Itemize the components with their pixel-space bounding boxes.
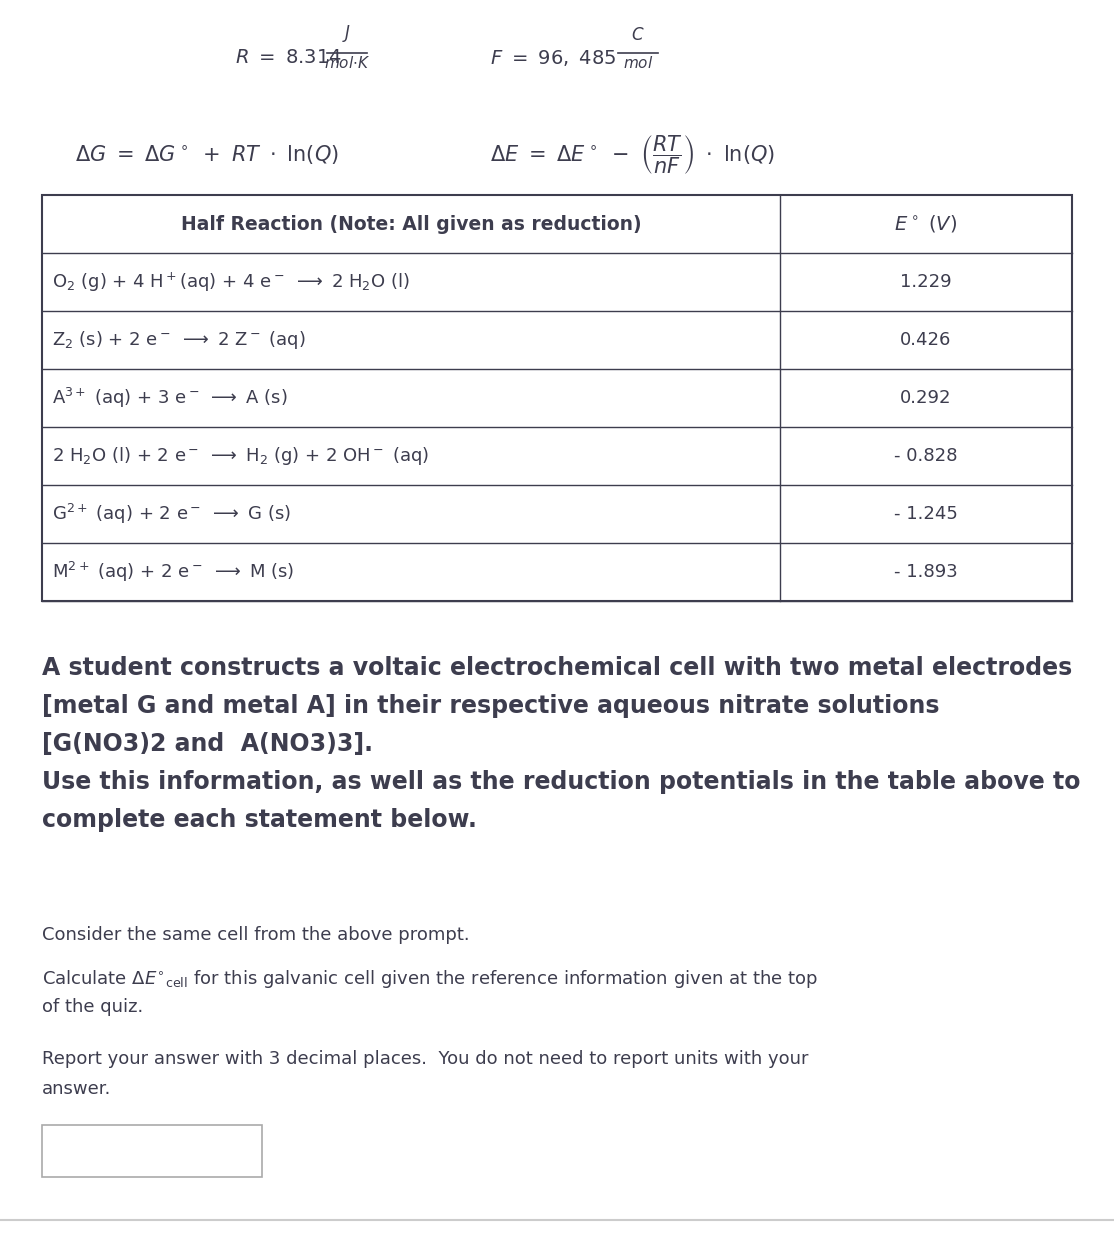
Text: G$^{2+}$ (aq) + 2 e$^-$ $\longrightarrow$ G (s): G$^{2+}$ (aq) + 2 e$^-$ $\longrightarrow… bbox=[52, 502, 291, 527]
Text: - 1.245: - 1.245 bbox=[895, 505, 958, 523]
Text: $mol{\cdot}K$: $mol{\cdot}K$ bbox=[324, 55, 370, 71]
Text: Report your answer with 3 decimal places.  You do not need to report units with : Report your answer with 3 decimal places… bbox=[42, 1049, 809, 1068]
Text: Calculate $\Delta E^{\circ}{}_{\mathregular{cell}}$ for this galvanic cell given: Calculate $\Delta E^{\circ}{}_{\mathregu… bbox=[42, 968, 818, 990]
Text: 0.292: 0.292 bbox=[900, 389, 951, 407]
Text: - 0.828: - 0.828 bbox=[895, 447, 958, 465]
Text: Z$_2$ (s) + 2 e$^-$ $\longrightarrow$ 2 Z$^-$ (aq): Z$_2$ (s) + 2 e$^-$ $\longrightarrow$ 2 … bbox=[52, 329, 305, 351]
Text: [G(NO3)2 and  A(NO3)3].: [G(NO3)2 and A(NO3)3]. bbox=[42, 732, 373, 756]
Bar bbox=[42, 195, 1072, 601]
Text: O$_2$ (g) + 4 H$^+$(aq) + 4 e$^-$ $\longrightarrow$ 2 H$_2$O (l): O$_2$ (g) + 4 H$^+$(aq) + 4 e$^-$ $\long… bbox=[52, 271, 410, 293]
Text: 1.229: 1.229 bbox=[900, 273, 951, 291]
Text: M$^{2+}$ (aq) + 2 e$^-$ $\longrightarrow$ M (s): M$^{2+}$ (aq) + 2 e$^-$ $\longrightarrow… bbox=[52, 560, 294, 584]
Text: A student constructs a voltaic electrochemical cell with two metal electrodes: A student constructs a voltaic electroch… bbox=[42, 656, 1073, 681]
Text: Use this information, as well as the reduction potentials in the table above to: Use this information, as well as the red… bbox=[42, 770, 1081, 794]
Text: $mol$: $mol$ bbox=[623, 55, 653, 71]
Text: complete each statement below.: complete each statement below. bbox=[42, 809, 477, 832]
Text: $C$: $C$ bbox=[632, 27, 645, 43]
Text: $\Delta E\ =\ \Delta E^\circ\ -\ \left(\dfrac{RT}{nF}\right)\ \cdot\ \mathrm{ln}: $\Delta E\ =\ \Delta E^\circ\ -\ \left(\… bbox=[490, 133, 775, 176]
Text: 0.426: 0.426 bbox=[900, 332, 951, 349]
Text: $\Delta G\ =\ \Delta G^\circ\ +\ RT\ \cdot\ \mathrm{ln}(Q)$: $\Delta G\ =\ \Delta G^\circ\ +\ RT\ \cd… bbox=[75, 144, 339, 166]
Text: answer.: answer. bbox=[42, 1081, 111, 1098]
Text: Consider the same cell from the above prompt.: Consider the same cell from the above pr… bbox=[42, 927, 470, 944]
Text: $R\ =\ 8.314$: $R\ =\ 8.314$ bbox=[235, 48, 342, 67]
Text: A$^{3+}$ (aq) + 3 e$^-$ $\longrightarrow$ A (s): A$^{3+}$ (aq) + 3 e$^-$ $\longrightarrow… bbox=[52, 386, 287, 410]
Bar bbox=[42, 1125, 262, 1177]
Text: $J$: $J$ bbox=[342, 24, 352, 43]
Text: of the quiz.: of the quiz. bbox=[42, 999, 144, 1016]
Text: - 1.893: - 1.893 bbox=[895, 563, 958, 581]
Text: 2 H$_2$O (l) + 2 e$^-$ $\longrightarrow$ H$_2$ (g) + 2 OH$^-$ (aq): 2 H$_2$O (l) + 2 e$^-$ $\longrightarrow$… bbox=[52, 445, 429, 467]
Text: $F\ =\ 96,\ 485$: $F\ =\ 96,\ 485$ bbox=[490, 48, 616, 68]
Text: Half Reaction (Note: All given as reduction): Half Reaction (Note: All given as reduct… bbox=[180, 215, 642, 233]
Text: [metal G and metal A] in their respective aqueous nitrate solutions: [metal G and metal A] in their respectiv… bbox=[42, 694, 939, 718]
Text: $E^\circ\ (V)$: $E^\circ\ (V)$ bbox=[895, 214, 958, 235]
